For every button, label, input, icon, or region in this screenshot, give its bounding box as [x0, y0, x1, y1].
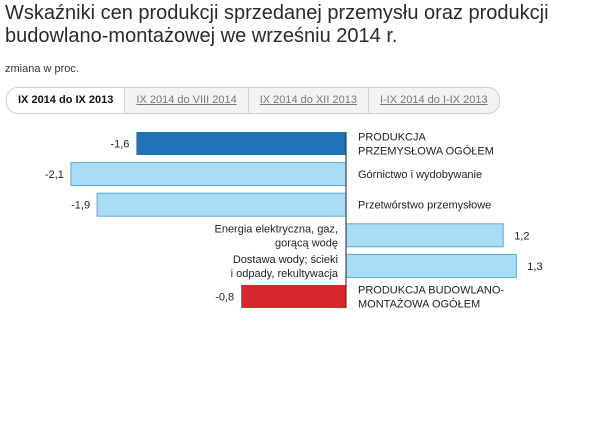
bar-2 [96, 192, 347, 217]
tab-ix-2014-vs-xii-2013[interactable]: IX 2014 do XII 2013 [247, 88, 368, 113]
category-label-3: Energia elektryczna, gaz, gorącą wodę [214, 223, 338, 249]
tab-i-ix-2014-vs-i-ix-2013[interactable]: I-IX 2014 do I-IX 2013 [367, 88, 499, 113]
category-label-5: PRODUKCJA BUDOWLANO-MONTAŻOWA OGÓŁEM [358, 285, 504, 311]
value-label-0: -1,6 [110, 139, 129, 151]
bar-3 [345, 223, 504, 248]
chart-title: Wskaźniki cen produkcji sprzedanej przem… [5, 2, 549, 47]
bar-1 [70, 162, 347, 187]
category-label-0: PRODUKCJA PRZEMYSŁOWA OGÓŁEM [358, 132, 494, 158]
category-label-1: Górnictwo i wydobywanie [358, 169, 482, 181]
chart-subtitle: zmiana w proc. [5, 63, 79, 75]
value-label-1: -2,1 [45, 169, 64, 181]
value-label-5: -0,8 [215, 292, 234, 304]
category-label-4: Dostawa wody; ścieki i odpady, rekultywac… [231, 254, 339, 280]
value-label-3: 1,2 [514, 230, 529, 242]
bar-0 [136, 132, 346, 155]
period-tabs: IX 2014 do IX 2013 IX 2014 do VIII 2014 … [6, 87, 500, 114]
value-label-2: -1,9 [71, 200, 90, 212]
tab-ix-2014-vs-viii-2014[interactable]: IX 2014 do VIII 2014 [124, 88, 247, 113]
tab-ix-2014-vs-ix-2013[interactable]: IX 2014 do IX 2013 [7, 88, 125, 113]
bar-5 [241, 285, 346, 308]
value-label-4: 1,3 [527, 261, 542, 273]
category-label-2: Przetwórstwo przemysłowe [358, 200, 491, 212]
bar-4 [345, 253, 517, 278]
